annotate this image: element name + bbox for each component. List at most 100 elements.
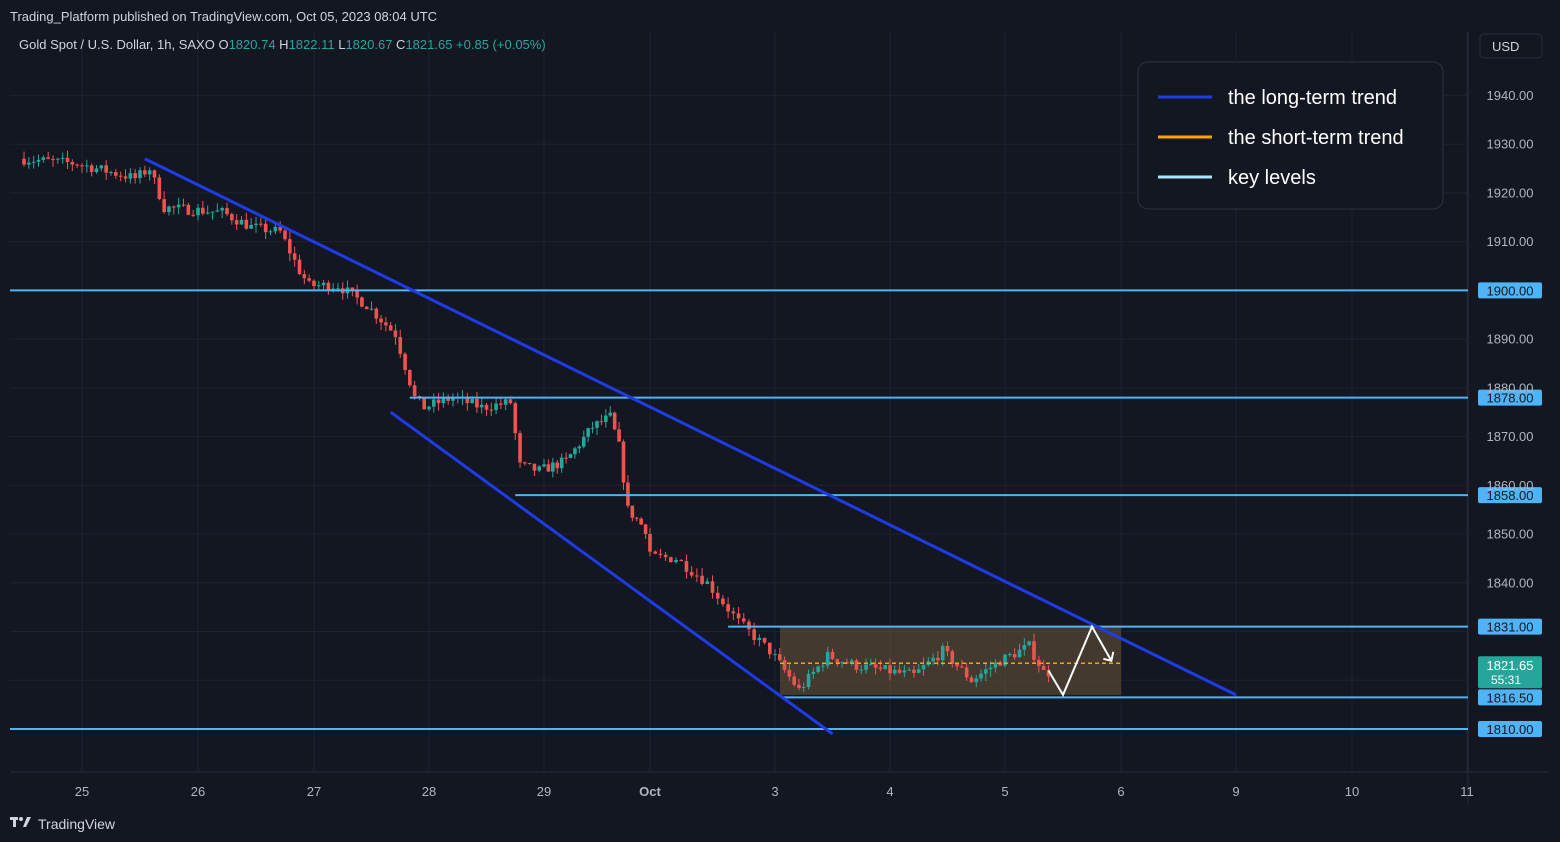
time-tick-label: 25 [75,784,89,799]
candle-down [658,553,663,555]
candlestick-chart[interactable]: 1900.00 1878.00 1858.00 1831.00 1816.50 1810.… [10,32,1548,804]
time-tick-label: 28 [422,784,436,799]
candle-down [621,441,626,483]
candle-up [773,654,777,656]
key-level-label: 1858.00 [1487,488,1534,503]
symbol-ohlc-header: Gold Spot / U.S. Dollar, 1h, SAXO O1820.… [19,37,546,52]
candle-up [94,168,99,173]
candle-down [384,322,388,326]
candle-down [408,369,412,386]
candle-down [873,664,878,668]
time-tick-label: 4 [886,784,893,799]
key-level-label-bg [1478,389,1542,406]
price-tick-label: 1850.00 [1487,527,1534,542]
ohlc-o-value: 1820.74 [229,37,280,52]
candle-down [634,517,639,519]
tradingview-logo[interactable]: TradingView [10,816,115,832]
candle-down [555,462,560,469]
ohlc-c-label: C [396,37,405,52]
candle-down [998,662,1003,666]
candle-down [1046,670,1051,677]
key-level-label: 1831.00 [1487,620,1534,635]
candle-down [379,318,383,323]
time-tick-label: 9 [1232,784,1239,799]
candle-up [577,446,582,449]
candle-down [532,463,537,471]
candle-down [897,669,902,673]
time-tick-label: 27 [307,784,321,799]
candle-down [162,199,166,213]
candle-down [854,660,859,670]
published-text: Trading_Platform published on TradingVie… [10,9,438,24]
candle-down [508,399,513,404]
legend-label: the short-term trend [1228,127,1404,149]
candle-up [369,308,374,310]
candle-up [916,669,921,673]
candle-down [752,629,756,641]
candle-up [138,170,142,179]
candle-up [109,172,113,174]
candle-down [181,204,186,206]
candle-down [1032,641,1036,660]
candle-down [830,651,835,660]
price-tick-label: 1930.00 [1487,137,1534,152]
candle-down [191,214,195,216]
candle-down [835,659,840,663]
candle-down [104,165,108,173]
key-level-label: 1810.00 [1487,722,1534,737]
candle-up [586,428,590,437]
key-level-label-bg [1478,689,1542,706]
candle-down [489,409,494,411]
candle-up [176,204,181,208]
candle-up [205,212,210,214]
candle-up [268,231,273,233]
candle-up [441,397,446,404]
price-tick-label: 1840.00 [1487,575,1534,590]
candle-down [710,581,715,593]
candle-down [484,404,489,410]
candle-down [465,396,470,404]
candle-up [494,403,498,410]
candle-up [427,406,431,410]
candle-up [273,226,278,232]
ohlc-l-label: L [338,37,345,52]
last-price-value: 1821.65 [1487,658,1534,673]
candle-up [31,161,36,163]
candle-down [201,207,205,214]
candle-up [931,657,935,662]
candle-up [167,206,171,213]
candle-down [731,611,736,614]
candle-down [412,385,417,397]
candle-down [22,158,26,165]
candle-up [801,686,806,688]
candle-up [336,288,340,290]
candle-down [767,642,772,655]
candle-up [542,464,546,467]
currency-button[interactable] [1479,33,1543,59]
candle-up [806,673,811,687]
candle-down [741,618,746,622]
candle-up [811,671,816,674]
candle-up [559,457,564,469]
candle-up [979,673,983,679]
candle-down [355,290,359,298]
candle-up [537,466,542,471]
candle-down [617,429,621,442]
candle-down [736,613,741,619]
candle-down [518,433,522,463]
chart-frame[interactable]: 1900.00 1878.00 1858.00 1831.00 1816.50 1810.… [10,32,1548,804]
candle-up [902,670,907,673]
candle-down [564,457,568,459]
candle-up [254,223,258,225]
candle-up [674,559,678,563]
candle-down [65,157,70,162]
candle-up [470,398,474,404]
candle-up [849,660,854,664]
key-level-label-bg [1478,721,1542,738]
candle-down [118,175,123,177]
candle-up [595,421,599,428]
candle-down [663,554,668,558]
price-tick-label: 1920.00 [1487,185,1534,200]
candle-up [321,282,326,286]
candle-up [249,224,253,229]
